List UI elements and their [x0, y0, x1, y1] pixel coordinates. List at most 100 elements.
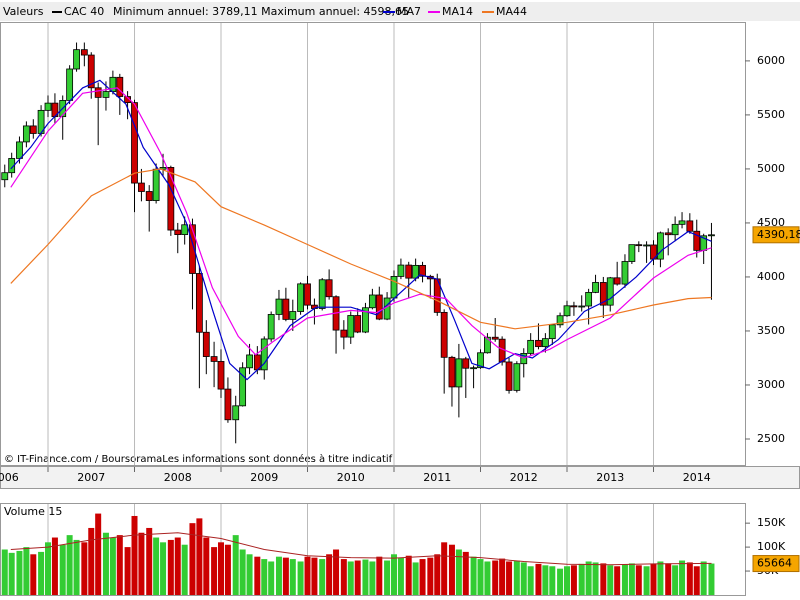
- candle-body: [297, 283, 304, 312]
- candle-body: [462, 358, 470, 369]
- volume-bar: [376, 556, 383, 595]
- volume-bar: [405, 555, 412, 595]
- candle-body: [455, 358, 463, 388]
- volume-bar: [527, 566, 534, 595]
- volume-bar: [282, 557, 289, 595]
- candle-body: [138, 182, 145, 192]
- volume-bar: [700, 561, 707, 595]
- volume-bar: [542, 565, 549, 595]
- volume-bar: [506, 561, 513, 595]
- y-tick-label: 4000: [757, 270, 785, 283]
- candle-body: [613, 277, 621, 285]
- candle-body: [657, 232, 664, 260]
- x-tick-label: 2010: [337, 471, 365, 484]
- volume-bar: [66, 535, 73, 595]
- volume-bar: [470, 556, 477, 595]
- moving-average-line: [10, 87, 712, 359]
- candle-body: [397, 264, 405, 277]
- candle-body: [102, 91, 110, 98]
- x-tick-label: 2006: [0, 471, 19, 484]
- volume-bar: [116, 535, 123, 595]
- volume-bar: [340, 559, 347, 595]
- volume-bar: [211, 547, 218, 595]
- volume-bar: [146, 527, 153, 595]
- volume-bar: [650, 563, 657, 595]
- volume-bar: [319, 559, 326, 595]
- candle-body: [239, 367, 247, 407]
- candle-body: [304, 283, 311, 306]
- volume-bar: [88, 527, 95, 595]
- volume-bar: [477, 559, 484, 595]
- volume-bar: [621, 564, 628, 595]
- candle-body: [556, 315, 564, 326]
- volume-bar: [73, 539, 80, 595]
- volume-bar: [131, 515, 138, 595]
- volume-bar: [333, 549, 340, 595]
- last-price-label: 4390,18: [757, 228, 800, 241]
- volume-bar: [289, 559, 296, 595]
- y-tick-label: 6000: [757, 54, 785, 67]
- volume-bar: [30, 554, 37, 595]
- volume-bar: [181, 544, 188, 595]
- candle-body: [29, 125, 37, 134]
- volume-bar: [81, 542, 88, 595]
- volume-bar: [391, 554, 398, 595]
- volume-bar: [384, 560, 391, 595]
- volume-bar: [484, 561, 491, 595]
- volume-bar: [160, 542, 167, 595]
- y-tick-label: 5500: [757, 108, 785, 121]
- volume-bar: [455, 549, 462, 595]
- volume-bar: [268, 561, 275, 595]
- candle-body: [267, 314, 275, 340]
- volume-bar: [304, 556, 311, 595]
- volume-bar: [124, 547, 131, 595]
- candle-body: [484, 336, 491, 354]
- volume-bar: [665, 563, 672, 595]
- candle-body: [22, 125, 30, 143]
- volume-bar: [434, 554, 441, 595]
- candle-body: [671, 223, 679, 236]
- candle-body: [131, 102, 138, 184]
- chart-subtitle: Minimum annuel: 3789,11 Maximum annuel: …: [113, 5, 409, 18]
- volume-bar: [693, 566, 700, 595]
- candle-body: [628, 244, 636, 262]
- volume-bar: [585, 561, 592, 595]
- volume-bar: [600, 563, 607, 595]
- y-tick-label: 3000: [757, 378, 785, 391]
- candle-body: [282, 298, 290, 320]
- candle-body: [124, 96, 131, 103]
- volume-bar: [441, 542, 448, 595]
- candle-body: [505, 361, 513, 391]
- header-label: Valeurs: [3, 5, 44, 18]
- volume-bar: [535, 563, 542, 595]
- volume-bar: [326, 554, 333, 595]
- candle-body: [116, 76, 124, 97]
- volume-bar: [549, 566, 556, 595]
- candle-body: [210, 356, 218, 362]
- candle-body: [535, 339, 542, 348]
- candle-body: [362, 307, 369, 333]
- y-tick-label: 150K: [757, 516, 786, 529]
- volume-bar: [196, 518, 203, 595]
- volume-bar: [672, 565, 679, 595]
- volume-bar: [59, 544, 66, 595]
- candle-body: [527, 339, 535, 354]
- last-volume-box: [752, 555, 800, 573]
- volume-bar: [635, 565, 642, 595]
- candle-body: [440, 311, 448, 358]
- volume-bar: [462, 551, 469, 595]
- candle-body: [354, 315, 362, 333]
- volume-bar: [254, 556, 261, 595]
- candle-body: [368, 294, 376, 309]
- volume-bar: [38, 551, 45, 595]
- candle-body: [470, 367, 477, 370]
- volume-bar: [232, 535, 239, 595]
- volume-bar: [189, 523, 196, 595]
- volume-bar: [16, 550, 23, 595]
- volume-bar: [138, 532, 145, 595]
- volume-bar: [708, 563, 715, 595]
- volume-bar: [564, 566, 571, 595]
- candle-body: [390, 276, 398, 299]
- volume-bar: [448, 544, 455, 595]
- candle-body: [678, 220, 686, 225]
